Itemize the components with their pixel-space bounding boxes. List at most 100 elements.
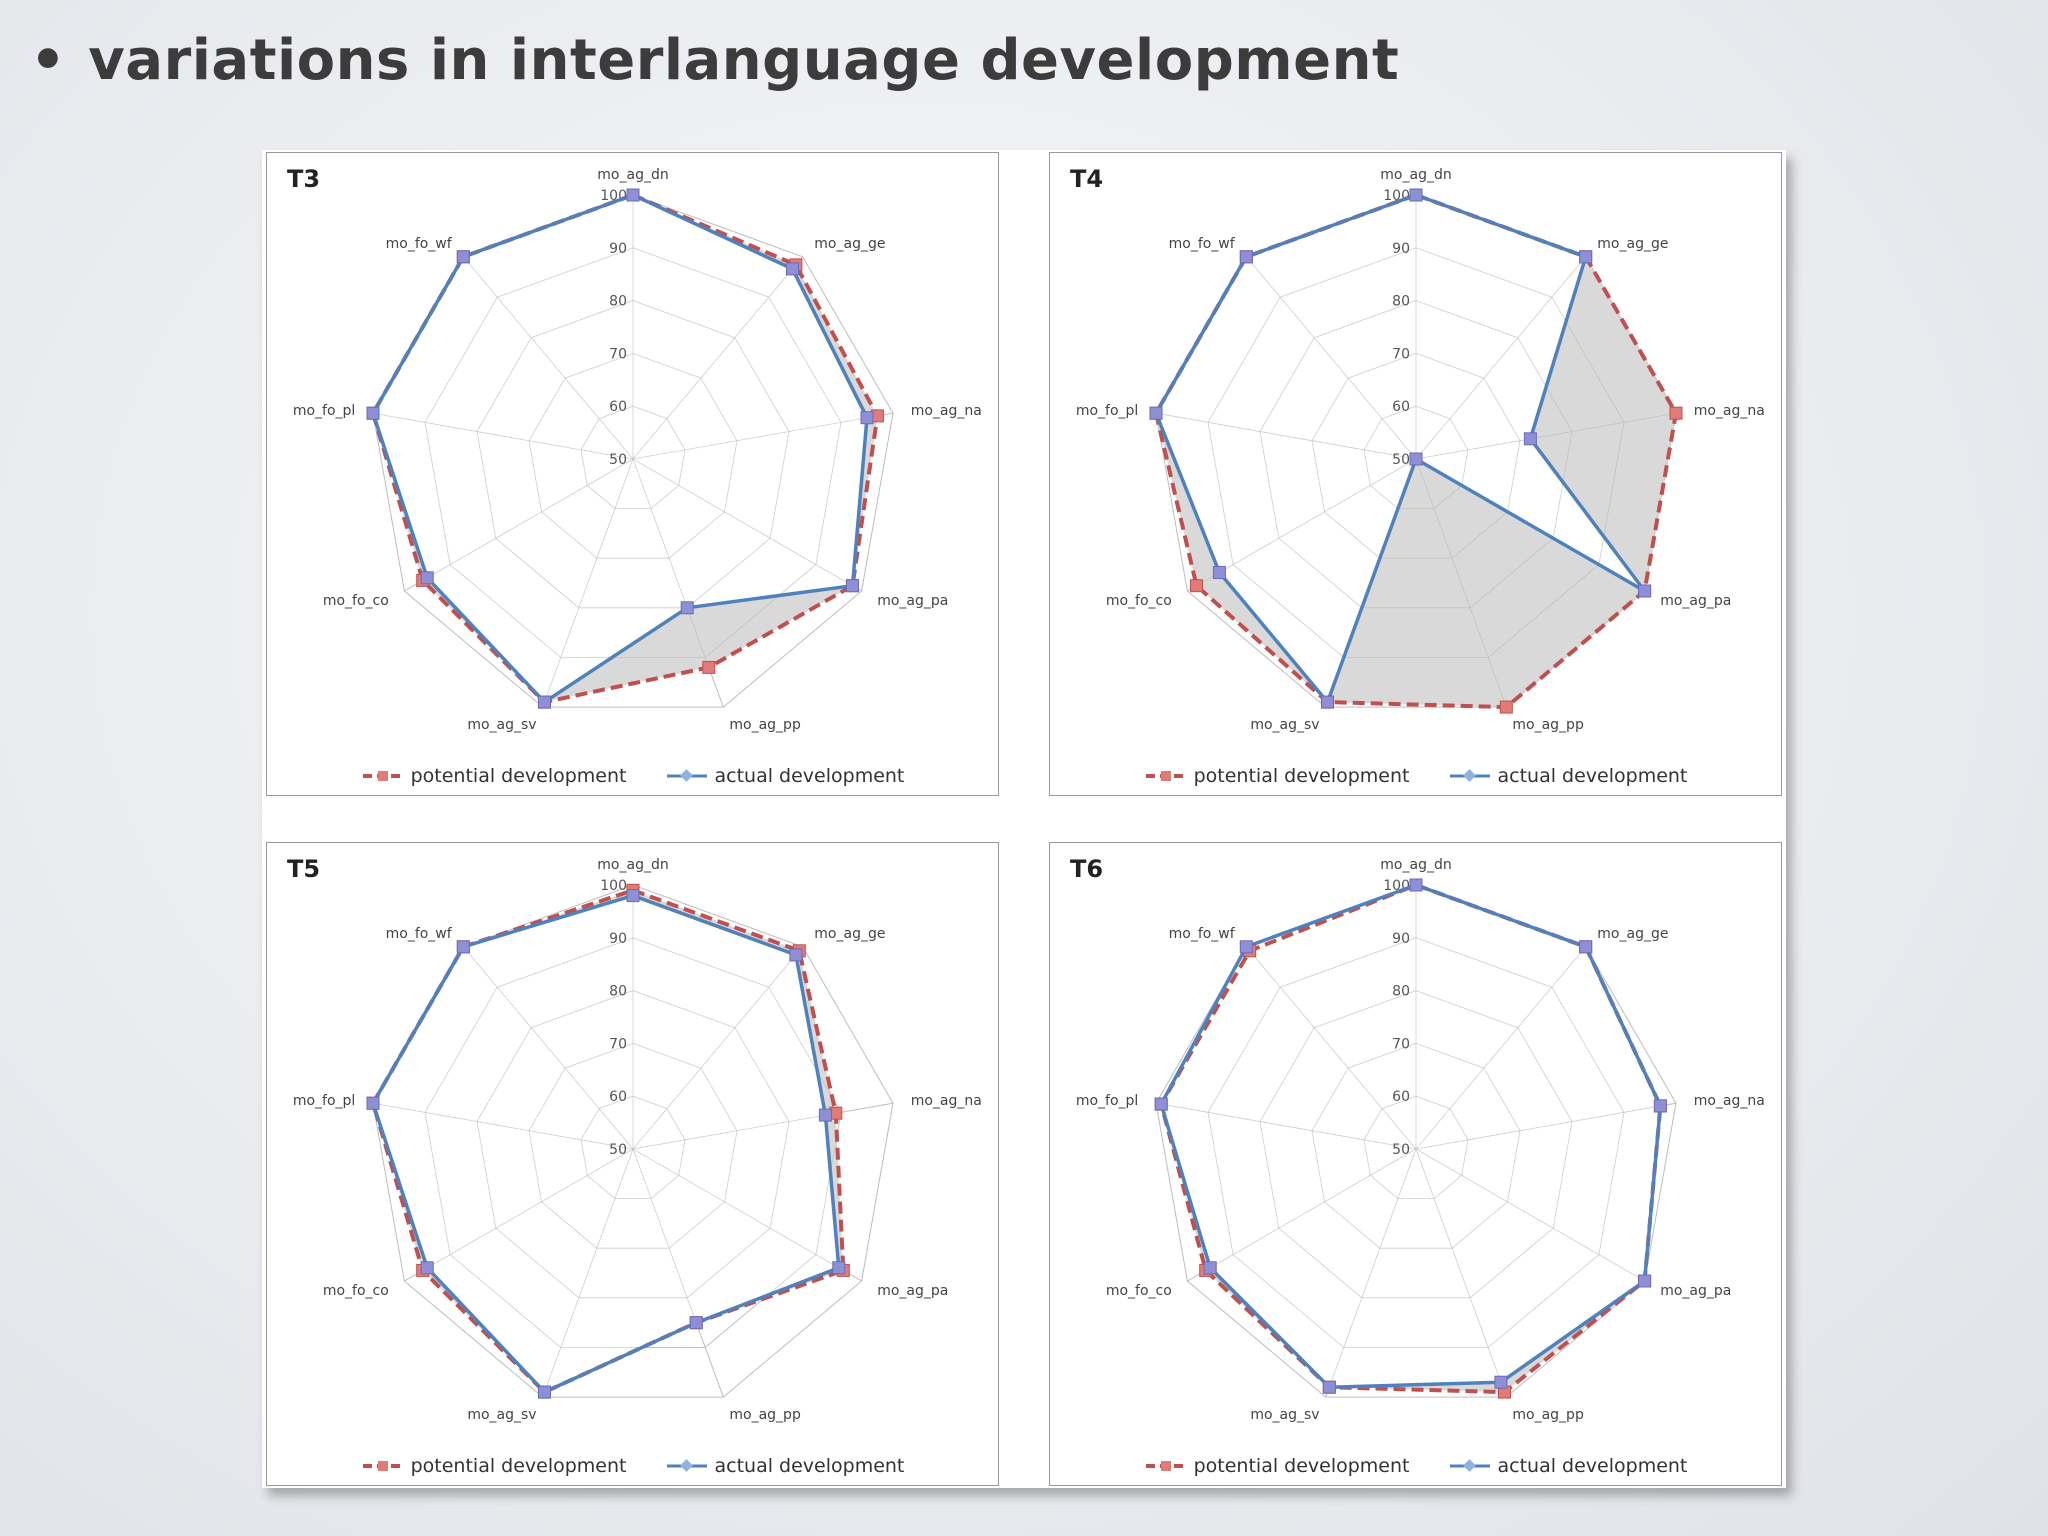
data-point-actual — [366, 406, 380, 420]
legend-swatch-actual — [1449, 769, 1490, 782]
axis-label: mo_ag_ge — [814, 236, 885, 252]
data-point-actual — [846, 579, 859, 593]
axis-label: mo_fo_pl — [1076, 1093, 1138, 1109]
axis-label: mo_ag_sv — [467, 717, 536, 733]
axis-label: mo_fo_wf — [1169, 236, 1236, 252]
axis-label: mo_fo_pl — [293, 1093, 355, 1109]
data-point-actual — [1149, 406, 1163, 420]
legend-item-potential: potential development — [1144, 765, 1410, 787]
chart-legend-t6: potential development actual development — [1050, 1455, 1781, 1477]
tick-label: 60 — [1392, 399, 1410, 415]
axis-label: mo_fo_pl — [1076, 403, 1138, 419]
data-point-actual — [1579, 250, 1593, 264]
data-point-potential — [1499, 700, 1513, 714]
legend-label-actual: actual development — [714, 1455, 905, 1477]
grid-spoke-overlay — [1415, 412, 1677, 460]
data-point-actual — [456, 250, 470, 264]
legend-swatch-actual — [1449, 1459, 1490, 1472]
legend-label-potential: potential development — [410, 765, 627, 787]
legend-item-actual: actual development — [665, 1455, 905, 1477]
chart-panel-t5: 50 60 70 80 90 100 mo_ag_dn mo_ag_ge mo_ag_na mo_… — [266, 842, 999, 1486]
chart-title-t6: T6 — [1070, 855, 1104, 883]
data-point-potential — [1190, 579, 1203, 593]
tick-label: 60 — [1392, 1089, 1410, 1105]
grid-spoke-overlay — [1325, 1148, 1417, 1398]
legend-swatch-potential — [362, 1461, 403, 1471]
axis-label: mo_ag_pp — [1512, 1407, 1584, 1423]
grid-ring-overlay — [1311, 1042, 1521, 1249]
chart-panel-t3: 50 60 70 80 90 100 mo_ag_dn mo_ag_ge mo_ag_na mo_… — [266, 152, 999, 796]
data-point-actual — [538, 695, 551, 709]
chart-panel-t4: 50 60 70 80 90 100 mo_ag_dn mo_ag_ge mo_ag_na mo_… — [1049, 152, 1782, 796]
data-point-actual — [1321, 695, 1334, 709]
legend-item-actual: actual development — [1448, 1455, 1687, 1477]
grid-ring-overlay — [1259, 300, 1573, 609]
tick-label: 90 — [609, 241, 627, 257]
series-line-actual — [371, 193, 869, 704]
axis-label: mo_ag_pa — [1660, 593, 1731, 609]
tick-label: 90 — [1392, 931, 1410, 947]
grid-spoke-overlay — [632, 946, 804, 1150]
tick-label: 50 — [609, 1142, 627, 1158]
series-line-potential — [1159, 883, 1663, 1395]
legend-item-actual: actual development — [665, 765, 904, 787]
grid-ring-overlay — [528, 352, 738, 559]
grid-spoke-overlay — [632, 256, 804, 460]
grid-ring-overlay — [1207, 247, 1625, 658]
grid-ring-overlay — [580, 405, 686, 510]
tick-label: 50 — [609, 452, 627, 468]
tick-label: 50 — [1392, 1142, 1410, 1158]
axis-label: mo_ag_dn — [597, 167, 668, 183]
axis-label: mo_ag_dn — [1380, 857, 1451, 873]
tick-label: 70 — [1392, 346, 1410, 362]
legend-swatch-actual — [666, 1459, 707, 1472]
legend-item-potential: potential development — [361, 765, 627, 787]
grid-spoke-overlay — [1415, 946, 1587, 1150]
grid-spoke-overlay — [1415, 256, 1587, 460]
data-point-actual — [366, 1096, 380, 1110]
data-point-actual — [420, 571, 434, 585]
axis-label: mo_ag_ge — [814, 926, 885, 942]
data-point-actual — [1523, 432, 1537, 446]
data-point-actual — [789, 948, 803, 962]
axis-label: mo_fo_co — [323, 593, 389, 609]
series-line-actual — [371, 893, 841, 1394]
data-point-actual — [786, 262, 799, 276]
axis-label: mo_fo_co — [1106, 1283, 1172, 1299]
actual-area-mask — [1156, 195, 1645, 703]
data-point-actual — [1653, 1099, 1667, 1113]
tick-label: 70 — [1392, 1036, 1410, 1052]
grid-spoke-overlay — [1245, 256, 1417, 460]
grid-spoke-overlay — [1155, 1102, 1417, 1150]
chart-grid: 50 60 70 80 90 100 mo_ag_dn mo_ag_ge mo_ag_na mo_… — [262, 150, 1786, 1488]
chart-title-t5: T5 — [287, 855, 321, 883]
actual-area-mask — [1161, 885, 1661, 1388]
grid-spoke-overlay — [372, 1102, 634, 1150]
data-point-actual — [680, 601, 694, 615]
legend-item-potential: potential development — [1144, 1455, 1410, 1477]
grid-ring-overlay — [1363, 1095, 1469, 1200]
grid-spoke-overlay — [404, 458, 634, 592]
data-point-actual — [1494, 1375, 1508, 1389]
tick-label: 80 — [1392, 984, 1410, 1000]
data-point-actual — [1638, 1274, 1652, 1288]
data-point-actual — [832, 1261, 846, 1275]
series-line-actual — [1159, 883, 1663, 1389]
data-point-actual — [1322, 1380, 1336, 1394]
axis-label: mo_ag_pa — [1660, 1283, 1731, 1299]
axis-label: mo_ag_pp — [729, 717, 801, 733]
data-point-potential — [702, 660, 716, 674]
data-point-actual — [689, 1316, 703, 1330]
data-point-actual — [1409, 188, 1423, 202]
legend-label-potential: potential development — [1193, 1455, 1410, 1477]
chart-title-t4: T4 — [1070, 165, 1104, 193]
chart-legend-t3: potential development actual development — [267, 765, 998, 787]
grid-spoke-overlay — [632, 1102, 894, 1150]
legend-label-potential: potential development — [410, 1455, 627, 1477]
tick-label: 90 — [609, 931, 627, 947]
axis-label: mo_fo_pl — [293, 403, 355, 419]
radar-chart-t4: 5060708090100mo_ag_dnmo_ag_gemo_ag_namo_… — [1076, 167, 1765, 733]
grid-spoke-overlay — [1245, 946, 1417, 1150]
chart-title-t3: T3 — [287, 165, 321, 193]
title-bullet: • — [30, 28, 67, 93]
